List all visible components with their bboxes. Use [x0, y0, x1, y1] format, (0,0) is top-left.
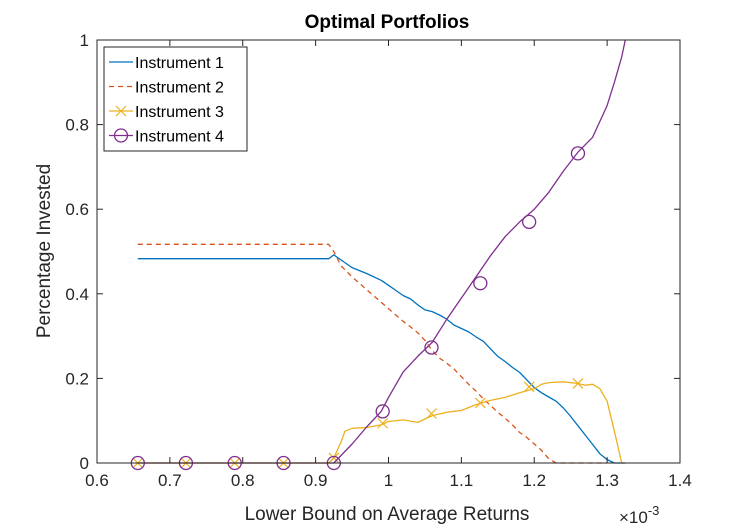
- x-tick-label: 1.1: [450, 471, 474, 490]
- series-4-marker: [375, 404, 390, 419]
- x-axis-exponent: ×10-3: [619, 503, 659, 527]
- x-tick-label: 1.2: [522, 471, 546, 490]
- x-tick-label: 0.6: [85, 471, 109, 490]
- y-tick-label: 0: [80, 454, 89, 473]
- series-3-marker: [328, 452, 340, 464]
- series-4-marker: [570, 146, 586, 161]
- y-tick-label: 0.6: [65, 200, 89, 219]
- x-tick-label: 0.9: [304, 471, 328, 490]
- series-3-marker: [426, 408, 437, 419]
- series-3-marker: [572, 378, 584, 389]
- series-3-marker: [377, 417, 389, 429]
- y-tick-label: 0.2: [65, 369, 89, 388]
- y-axis: 0 0.2 0.4 0.6 0.8 1: [65, 31, 680, 473]
- y-axis-label: Percentage Invested: [34, 164, 55, 338]
- legend-marker-3: [115, 105, 127, 117]
- series-4-marker: [424, 340, 439, 355]
- chart-title: Optimal Portfolios: [305, 12, 470, 33]
- x-axis-exponent-power: -3: [648, 503, 660, 518]
- y-tick-label: 1: [80, 31, 89, 50]
- series-line-1: [137, 254, 626, 464]
- x-tick-label: 1.3: [595, 471, 619, 490]
- legend-label-2: Instrument 2: [135, 80, 224, 97]
- x-tick-label: 1: [384, 471, 393, 490]
- legend-label-3: Instrument 3: [135, 104, 224, 121]
- series-3-marker: [474, 397, 486, 409]
- x-axis-exponent-base: ×10: [619, 508, 648, 527]
- legend-label-4: Instrument 4: [135, 129, 224, 146]
- x-axis-label: Lower Bound on Average Returns: [245, 504, 530, 525]
- series-3-marker: [523, 381, 535, 393]
- series-4-marker: [473, 276, 488, 291]
- x-tick-label: 1.4: [668, 471, 692, 490]
- series-4-marker: [521, 214, 537, 230]
- legend: Instrument 1 Instrument 2 Instrument 3 Inst…: [103, 46, 248, 152]
- y-tick-label: 0.4: [65, 285, 89, 304]
- x-tick-label: 0.8: [231, 471, 255, 490]
- legend-marker-4: [113, 128, 129, 143]
- legend-label-1: Instrument 1: [135, 55, 224, 72]
- x-axis: 0.6 0.7 0.8 0.9 1 1.1 1.2 1.3 1.4: [85, 40, 692, 490]
- x-tick-label: 0.7: [158, 471, 182, 490]
- y-tick-label: 0.8: [65, 116, 89, 135]
